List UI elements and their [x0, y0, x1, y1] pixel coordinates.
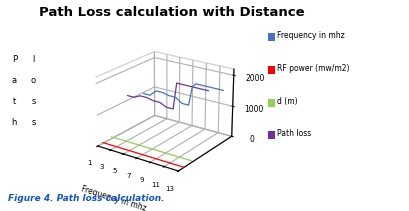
Text: RF power (mw/m2): RF power (mw/m2): [277, 64, 349, 73]
Text: Figure 4. Path loss calculation.: Figure 4. Path loss calculation.: [8, 193, 165, 203]
Text: t: t: [13, 97, 16, 106]
Text: o: o: [31, 76, 36, 85]
Text: l: l: [32, 55, 35, 64]
X-axis label: Frequency in mhz: Frequency in mhz: [80, 185, 147, 211]
Text: P: P: [12, 55, 17, 64]
Text: d (m): d (m): [277, 97, 297, 106]
Text: s: s: [31, 118, 36, 127]
Text: Path Loss calculation with Distance: Path Loss calculation with Distance: [39, 6, 305, 19]
Text: Path loss: Path loss: [277, 130, 311, 138]
Text: s: s: [31, 97, 36, 106]
Text: a: a: [12, 76, 17, 85]
Text: h: h: [11, 118, 17, 127]
Text: Frequency in mhz: Frequency in mhz: [277, 31, 345, 40]
